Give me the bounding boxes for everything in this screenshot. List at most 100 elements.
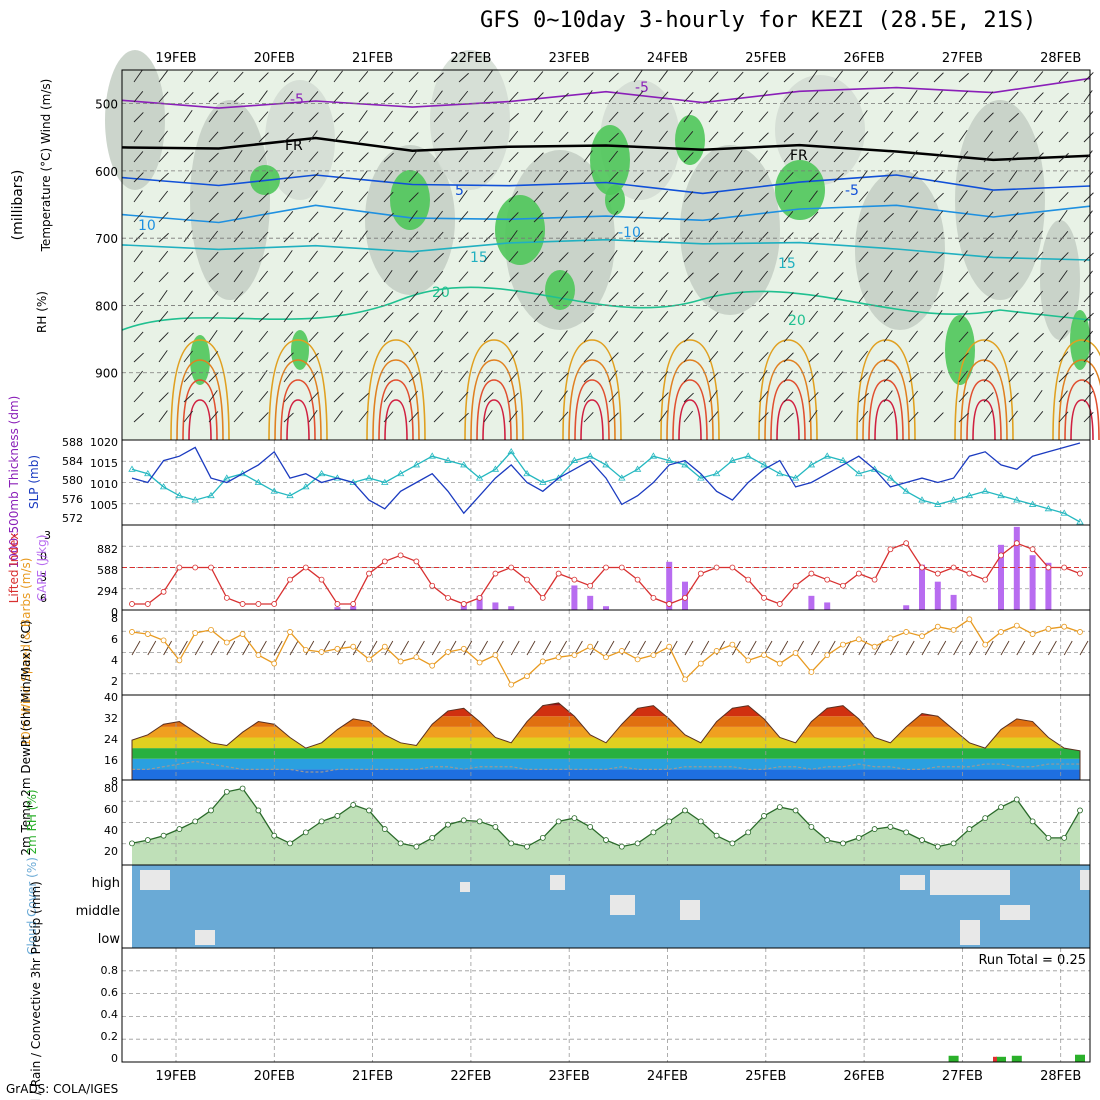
wind-barb xyxy=(333,91,344,103)
data-point xyxy=(428,452,436,459)
wind-barb xyxy=(1063,640,1073,656)
wind-barb xyxy=(183,212,194,223)
wind-barb xyxy=(533,191,544,203)
wind-barb xyxy=(158,371,169,383)
data-point xyxy=(1061,564,1068,571)
wind-barb xyxy=(1083,210,1093,223)
wind-barb xyxy=(658,371,669,383)
data-point xyxy=(824,837,831,843)
wind-barb xyxy=(558,191,569,203)
data-point xyxy=(318,649,325,655)
wind-barb xyxy=(133,211,144,223)
wind-barb xyxy=(708,330,718,343)
wind-barb xyxy=(408,390,419,403)
data-point xyxy=(634,656,641,663)
wind-barb xyxy=(708,390,718,403)
wind-barb xyxy=(458,111,469,123)
wind-barb xyxy=(783,250,793,263)
wind-barb xyxy=(633,310,643,323)
y-tick-label: 8 xyxy=(111,775,118,788)
data-point xyxy=(855,834,862,841)
data-point xyxy=(1029,546,1036,553)
temp-label: 2m Temp 2m DewPt (6hr Min/Max) (°C) xyxy=(19,620,33,855)
wind-barb xyxy=(408,291,419,303)
wind-barb xyxy=(352,640,362,656)
wind-barb xyxy=(983,190,993,203)
x-tick-label-top: 24FEB xyxy=(647,51,688,66)
wind-barb xyxy=(683,251,694,263)
warm-contour xyxy=(954,339,1014,441)
data-point xyxy=(665,456,673,463)
data-point xyxy=(745,657,752,664)
data-point xyxy=(650,829,657,836)
wind-barb xyxy=(783,111,794,123)
data-point xyxy=(839,456,847,463)
wind-barb xyxy=(508,191,519,203)
clear-sky xyxy=(140,870,170,890)
y-tick-label: 1020 xyxy=(90,436,118,449)
page-title: GFS 0~10day 3-hourly for KEZI (28.5E, 21… xyxy=(480,8,1037,33)
wind-barb xyxy=(733,411,744,423)
wind-barb xyxy=(983,211,994,223)
wind-barb xyxy=(808,91,819,103)
wind-barb xyxy=(508,332,519,343)
wind-barb xyxy=(283,292,294,303)
wind-barb xyxy=(858,170,868,183)
x-tick-label-bottom: 27FEB xyxy=(942,1069,983,1084)
data-point xyxy=(792,582,799,589)
y-tick-label: 500 xyxy=(95,98,118,112)
wind-barb xyxy=(783,391,794,403)
data-point xyxy=(634,840,641,847)
wind-barb xyxy=(633,352,644,363)
wind-barb xyxy=(683,290,693,303)
data-point xyxy=(302,483,310,490)
wind-barb xyxy=(833,70,843,83)
wind-barb xyxy=(758,111,769,123)
y-tick-label: 6 xyxy=(40,592,47,605)
wind-barb xyxy=(608,171,619,183)
warm-contour xyxy=(764,359,812,441)
wind-barb xyxy=(733,351,744,363)
wind-barb xyxy=(908,291,919,303)
wind-barb xyxy=(633,331,644,343)
wind-barb xyxy=(458,90,469,103)
wind-barb xyxy=(133,310,143,323)
wind-barb xyxy=(883,330,893,343)
wind-barb xyxy=(508,70,519,83)
wind-barb xyxy=(158,271,169,283)
data-point xyxy=(602,461,610,468)
data-point xyxy=(903,829,910,836)
wind-barb xyxy=(163,640,172,656)
wind-barb xyxy=(258,330,269,343)
wind-barb xyxy=(883,390,893,403)
wind-barb xyxy=(258,192,269,203)
wind-barb xyxy=(758,370,768,383)
cloud-level-label: high xyxy=(92,876,120,891)
data-point xyxy=(476,659,483,666)
x-tick-label-bottom: 26FEB xyxy=(844,1069,885,1084)
y-tick-label: 1010 xyxy=(90,478,118,491)
wind-barb xyxy=(358,110,368,123)
data-point xyxy=(823,452,831,459)
convective-bar xyxy=(993,1056,997,1062)
cape-bar xyxy=(950,594,957,610)
x-tick-label-bottom: 23FEB xyxy=(549,1069,590,1084)
y-tick-label: 3 xyxy=(40,571,47,584)
wind-barb xyxy=(533,350,544,363)
data-point xyxy=(445,821,451,828)
wind-barb xyxy=(683,170,693,183)
wind-barb xyxy=(583,132,594,143)
wind-barb xyxy=(758,132,769,143)
data-point xyxy=(271,601,278,607)
wind-barb xyxy=(658,311,669,323)
wind-barb xyxy=(583,351,594,363)
wind-barb xyxy=(983,350,993,363)
wind-barb xyxy=(908,132,919,143)
wind-barb xyxy=(758,330,769,343)
wind-barb xyxy=(583,111,594,123)
wind-barb xyxy=(983,250,994,263)
data-point xyxy=(950,626,957,633)
wind-barb xyxy=(483,190,493,203)
wind-barb xyxy=(408,330,418,343)
wind-barb xyxy=(858,131,869,143)
